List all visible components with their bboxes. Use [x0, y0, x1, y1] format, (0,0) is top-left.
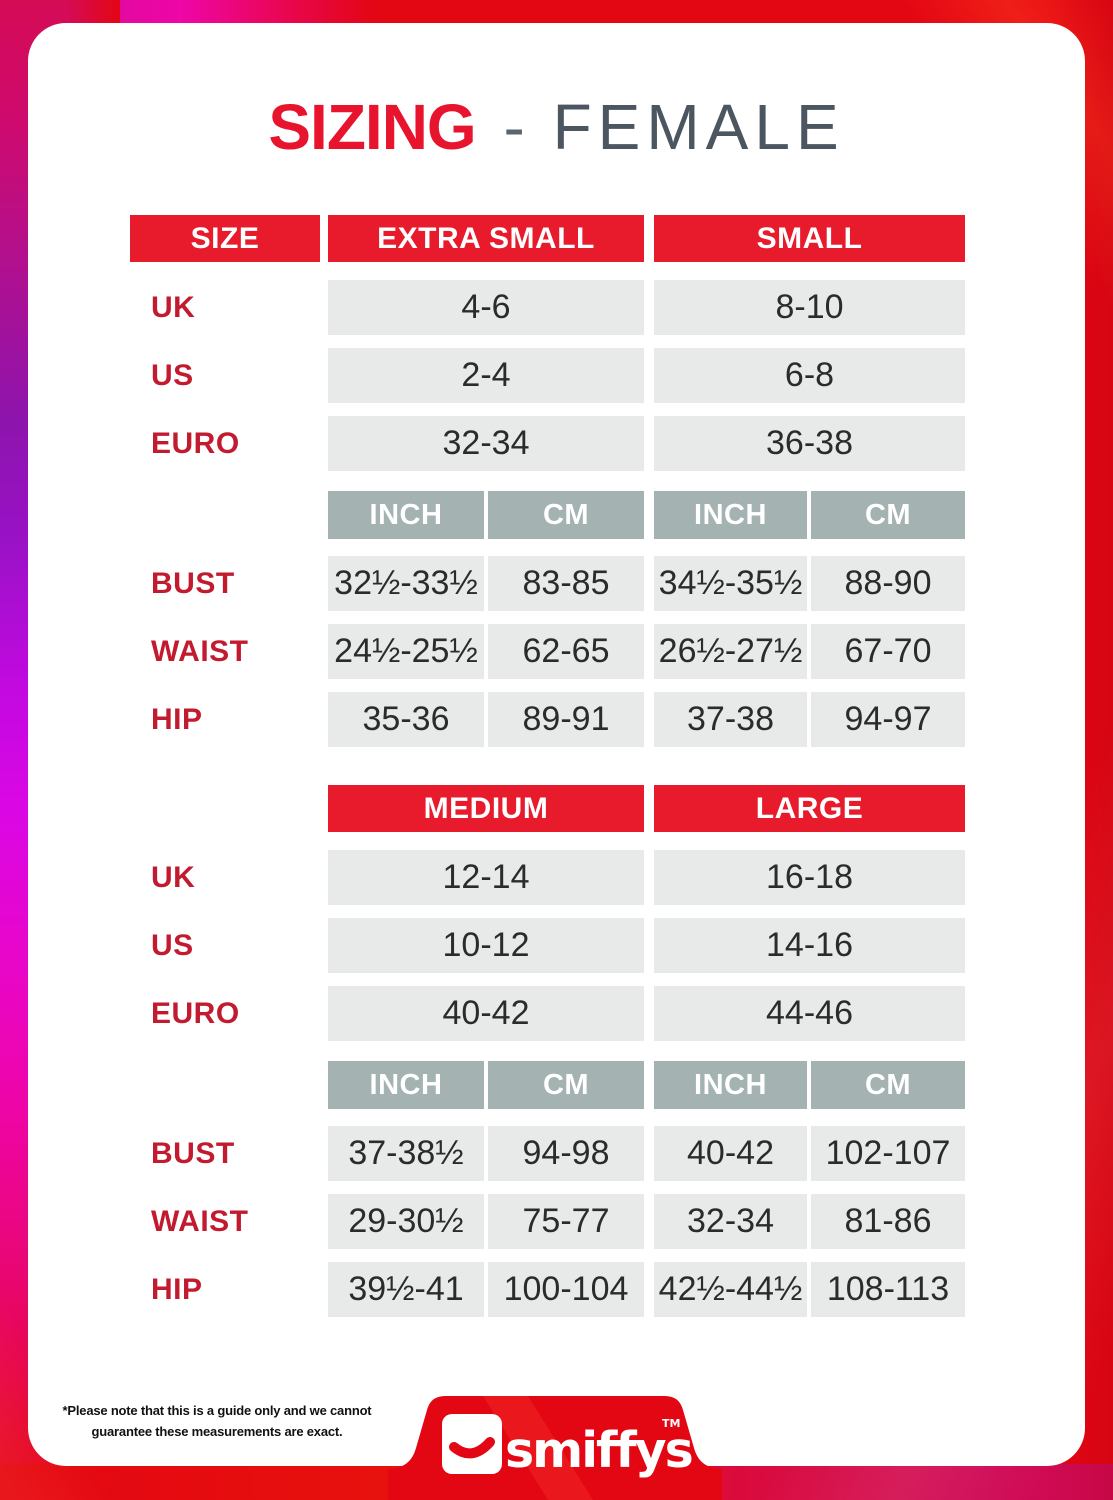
unit-header-row: INCH CM INCH CM [130, 1061, 965, 1109]
table-row-uk: UK 4-6 8-10 [130, 280, 965, 335]
row-label: WAIST [151, 634, 249, 668]
value-cell: 35-36 [328, 692, 484, 747]
value-cell: 89-91 [488, 692, 644, 747]
unit-header-cell: CM [488, 491, 644, 539]
value-cell: 102-107 [811, 1126, 965, 1181]
table-row-bust: BUST 32½-33½ 83-85 34½-35½ 88-90 [130, 556, 965, 611]
table-row-us: US 2-4 6-8 [130, 348, 965, 403]
value-cell: 40-42 [328, 986, 644, 1041]
value-cell: 29-30½ [328, 1194, 484, 1249]
value-cell: 34½-35½ [654, 556, 807, 611]
row-label: US [151, 358, 194, 392]
smiffys-logo-tab: smiffys TM [388, 1396, 722, 1500]
unit-header-cell: INCH [328, 1061, 484, 1109]
value-cell: 75-77 [488, 1194, 644, 1249]
unit-header-cell: INCH [654, 491, 807, 539]
value-cell: 37-38½ [328, 1126, 484, 1181]
value-cell: 40-42 [654, 1126, 807, 1181]
unit-header-row: INCH CM INCH CM [130, 491, 965, 539]
title-female: FEMALE [552, 91, 845, 163]
value-cell: 62-65 [488, 624, 644, 679]
row-label: HIP [151, 702, 203, 736]
footnote-line-2: guarantee these measurements are exact. [91, 1423, 343, 1439]
row-label: US [151, 928, 194, 962]
smile-icon-mouth [449, 1437, 495, 1459]
page-title: SIZING - FEMALE [28, 95, 1085, 159]
value-cell: 83-85 [488, 556, 644, 611]
group-header-cell: EXTRA SMALL [328, 215, 644, 262]
row-label: BUST [151, 566, 235, 600]
value-cell: 4-6 [328, 280, 644, 335]
brand-wordmark: smiffys [505, 1422, 692, 1479]
value-cell: 88-90 [811, 556, 965, 611]
unit-header-cell: CM [811, 1061, 965, 1109]
value-cell: 10-12 [328, 918, 644, 973]
value-cell: 108-113 [811, 1262, 965, 1317]
unit-header-cell: INCH [328, 491, 484, 539]
row-label: EURO [151, 996, 240, 1030]
value-cell: 16-18 [654, 850, 965, 905]
value-cell: 67-70 [811, 624, 965, 679]
value-cell: 94-97 [811, 692, 965, 747]
title-sizing: SIZING [268, 91, 476, 163]
sizing-card: SIZING - FEMALE SIZE EXTRA SMALL SMALL U… [28, 23, 1085, 1466]
table-row-hip: HIP 35-36 89-91 37-38 94-97 [130, 692, 965, 747]
table-row-us: US 10-12 14-16 [130, 918, 965, 973]
table-row-euro: EURO 32-34 36-38 [130, 416, 965, 471]
value-cell: 100-104 [488, 1262, 644, 1317]
value-cell: 32½-33½ [328, 556, 484, 611]
table-row-hip: HIP 39½-41 100-104 42½-44½ 108-113 [130, 1262, 965, 1317]
value-cell: 24½-25½ [328, 624, 484, 679]
row-label: UK [151, 290, 196, 324]
group-header-cell: SMALL [654, 215, 965, 262]
value-cell: 8-10 [654, 280, 965, 335]
group-header-cell: LARGE [654, 785, 965, 832]
value-cell: 6-8 [654, 348, 965, 403]
value-cell: 32-34 [328, 416, 644, 471]
table-row-euro: EURO 40-42 44-46 [130, 986, 965, 1041]
row-label: UK [151, 860, 196, 894]
size-table-medium-large: MEDIUM LARGE UK 12-14 16-18 US 10-12 14-… [130, 785, 965, 1317]
value-cell: 14-16 [654, 918, 965, 973]
table-row-bust: BUST 37-38½ 94-98 40-42 102-107 [130, 1126, 965, 1181]
value-cell: 36-38 [654, 416, 965, 471]
value-cell: 12-14 [328, 850, 644, 905]
table-header-row: SIZE EXTRA SMALL SMALL [130, 215, 965, 262]
size-header-cell: SIZE [130, 215, 320, 262]
row-label: BUST [151, 1136, 235, 1170]
table-header-row: MEDIUM LARGE [130, 785, 965, 832]
row-label: WAIST [151, 1204, 249, 1238]
unit-header-cell: CM [488, 1061, 644, 1109]
value-cell: 26½-27½ [654, 624, 807, 679]
unit-header-cell: INCH [654, 1061, 807, 1109]
smile-icon [442, 1414, 502, 1474]
value-cell: 39½-41 [328, 1262, 484, 1317]
trademark-symbol: TM [662, 1417, 680, 1430]
value-cell: 2-4 [328, 348, 644, 403]
unit-header-cell: CM [811, 491, 965, 539]
title-separator: - [503, 91, 525, 163]
value-cell: 44-46 [654, 986, 965, 1041]
table-row-uk: UK 12-14 16-18 [130, 850, 965, 905]
group-header-cell: MEDIUM [328, 785, 644, 832]
value-cell: 32-34 [654, 1194, 807, 1249]
row-label: EURO [151, 426, 240, 460]
value-cell: 94-98 [488, 1126, 644, 1181]
size-table-xs-small: SIZE EXTRA SMALL SMALL UK 4-6 8-10 US 2-… [130, 215, 965, 747]
row-label: HIP [151, 1272, 203, 1306]
footnote: *Please note that this is a guide only a… [47, 1401, 387, 1443]
footnote-line-1: *Please note that this is a guide only a… [62, 1403, 372, 1418]
table-row-waist: WAIST 24½-25½ 62-65 26½-27½ 67-70 [130, 624, 965, 679]
value-cell: 81-86 [811, 1194, 965, 1249]
value-cell: 42½-44½ [654, 1262, 807, 1317]
value-cell: 37-38 [654, 692, 807, 747]
logo-tab-stripe [483, 1396, 593, 1500]
table-row-waist: WAIST 29-30½ 75-77 32-34 81-86 [130, 1194, 965, 1249]
